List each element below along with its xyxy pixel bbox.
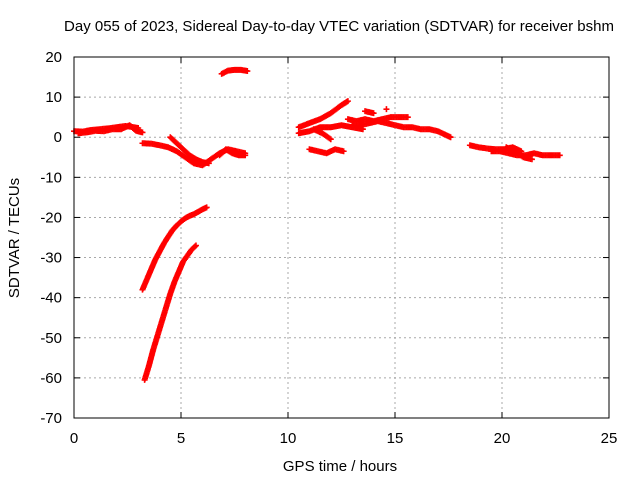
series-arc-neg-lower <box>141 242 199 383</box>
plot-frame <box>73 56 610 419</box>
y-tick-label: 10 <box>45 89 62 106</box>
x-tick-label: 5 <box>177 430 185 447</box>
series-arc-mid-f <box>349 118 454 141</box>
series-arc-isolated <box>383 106 390 113</box>
series-arc-dip-c <box>216 146 249 159</box>
y-axis-label: SDTVAR / TECUs <box>6 178 23 298</box>
y-tick-label: -40 <box>40 290 62 307</box>
series-arc-mid-g <box>362 108 377 117</box>
data-point <box>139 129 146 136</box>
x-tick-label: 25 <box>601 430 618 447</box>
data-point <box>404 114 411 121</box>
x-tick-label: 10 <box>280 430 297 447</box>
data-point <box>340 148 347 155</box>
data-point <box>556 152 563 159</box>
y-tick-label: 20 <box>45 49 62 66</box>
y-tick-label: -30 <box>40 250 62 267</box>
data-point <box>344 98 351 105</box>
data-points <box>71 66 563 383</box>
grid <box>74 57 609 418</box>
series-arc-mid-a <box>295 98 351 131</box>
series-arc-late-c <box>503 144 535 163</box>
y-tick-label: -10 <box>40 169 62 186</box>
data-point <box>205 160 212 167</box>
series-arc-early-b <box>75 122 146 137</box>
x-tick-label: 20 <box>494 430 511 447</box>
data-point <box>370 110 377 117</box>
data-point <box>327 136 334 143</box>
data-point <box>447 134 454 141</box>
y-tick-label: -20 <box>40 209 62 226</box>
series-arc-high <box>218 66 251 77</box>
data-point <box>244 68 251 75</box>
chart-title: Day 055 of 2023, Sidereal Day-to-day VTE… <box>64 18 614 35</box>
axis-ticks: 0 5 10 15 20 25 20 10 0 -10 -20 -30 -40 -50 -60 -70 <box>40 49 617 447</box>
series-arc-neg-upper <box>139 204 210 293</box>
x-axis-label: GPS time / hours <box>283 458 397 475</box>
data-point <box>383 106 390 113</box>
x-tick-label: 15 <box>387 430 404 447</box>
data-point <box>242 152 249 159</box>
data-point <box>528 156 535 163</box>
data-point <box>192 242 199 249</box>
y-tick-label: -50 <box>40 330 62 347</box>
series-arc-mid-d <box>310 126 334 143</box>
data-point <box>191 243 198 250</box>
y-tick-label: 0 <box>54 129 62 146</box>
series-arc-dip-b <box>167 134 212 167</box>
series-arc-mid-c <box>306 146 347 157</box>
x-tick-label: 0 <box>70 430 78 447</box>
data-point <box>203 204 210 211</box>
y-tick-label: -60 <box>40 370 62 387</box>
y-tick-label: -70 <box>40 410 62 427</box>
